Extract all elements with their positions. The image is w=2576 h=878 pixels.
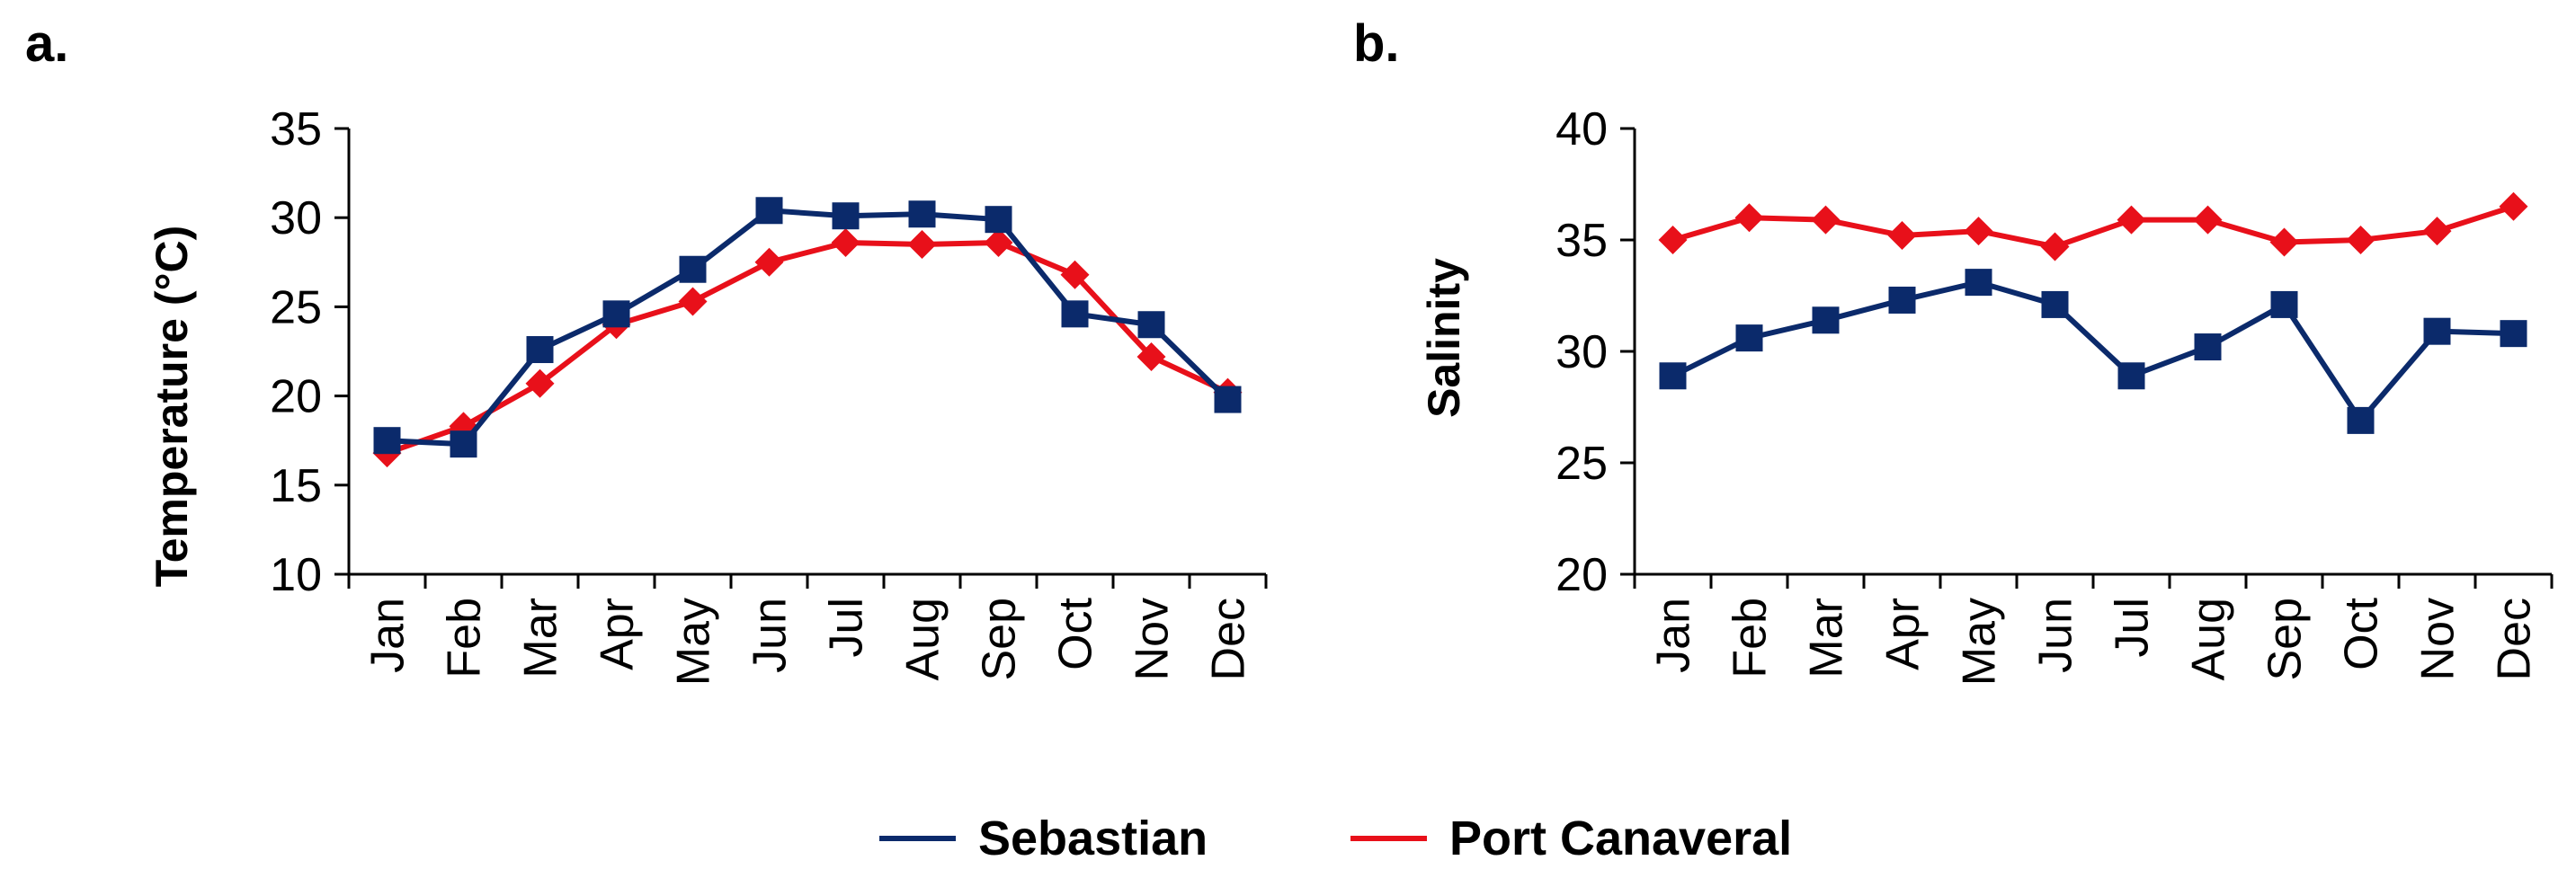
panel-b-point-sebastian-oct — [2347, 406, 2375, 434]
panel-a-x-tick-label-feb: Feb — [439, 598, 491, 678]
panel-b-x-tick-label-jun: Jun — [2030, 598, 2082, 673]
panel-b-point-port-canaveral-feb — [1734, 203, 1764, 233]
panel-b-point-port-canaveral-jun — [2040, 232, 2070, 262]
panel-a-point-sebastian-sep — [985, 206, 1012, 234]
panel-a-point-sebastian-nov — [1137, 311, 1165, 339]
panel-b-tick-labels: 20 25 30 35 40 Jan Feb Mar Apr May Jun Jul Aug Sep Oct… — [1555, 103, 2540, 686]
panel-a-x-tick-label-jan: Jan — [362, 598, 414, 673]
panel-a-x-tick-label-may: May — [668, 598, 720, 686]
panel-a-x-tick-label-oct: Oct — [1050, 597, 1102, 670]
panel-b-point-sebastian-dec — [2500, 320, 2527, 348]
panel-b-x-tick-label-mar: Mar — [1801, 598, 1853, 678]
panel-label-b: b. — [1353, 14, 1400, 73]
panel-a-point-sebastian-jan — [373, 427, 401, 455]
panel-a-point-port-canaveral-may — [678, 287, 708, 316]
panel-b-point-sebastian-mar — [1812, 306, 1840, 334]
panel-b-x-tick-label-feb: Feb — [1725, 598, 1777, 678]
panel-b-x-tick-label-oct: Oct — [2336, 597, 2388, 670]
panel-a-x-tick-label-jun: Jun — [744, 598, 797, 673]
panel-a-series-line-port-canaveral — [386, 239, 1229, 456]
panel-a-tick-labels: 10 15 20 25 30 35 Jan Feb Mar Apr May Jun Jul Aug Sep O… — [270, 103, 1254, 686]
panel-b-point-port-canaveral-may — [1964, 217, 1993, 246]
panel-a-point-sebastian-jul — [832, 202, 860, 230]
panel-b-series-line-sebastian — [1671, 279, 2514, 423]
panel-a-x-tick-label-sep: Sep — [974, 598, 1026, 681]
panel-a-x-tick-label-apr: Apr — [592, 598, 644, 670]
panel-a-point-port-canaveral-jul — [831, 227, 860, 257]
panel-a-axes — [334, 127, 1268, 589]
panel-a-y-tick-label-0: 10 — [270, 549, 322, 601]
legend: Sebastian Port Canaveral — [879, 811, 1792, 865]
panel-b-point-port-canaveral-jul — [2117, 205, 2146, 235]
panel-b-x-tick-label-apr: Apr — [1877, 598, 1930, 670]
panel-b-point-port-canaveral-sep — [2269, 227, 2299, 257]
panel-a-series — [372, 197, 1243, 468]
panel-b-axes — [1620, 127, 2554, 589]
panel-b-point-sebastian-jun — [2041, 290, 2069, 318]
panel-b-y-tick-label-1: 25 — [1555, 438, 1608, 490]
panel-b-y-tick-label-3: 35 — [1555, 215, 1608, 267]
panel-b-point-sebastian-feb — [1735, 324, 1763, 352]
panel-b-salinity: b. Salinity 20 25 30 35 40 Jan Feb Mar Apr May Jun… — [1353, 14, 2554, 686]
panel-b-x-tick-label-sep: Sep — [2260, 598, 2312, 681]
panel-b-x-tick-label-may: May — [1954, 598, 2006, 686]
panel-a-point-sebastian-may — [679, 255, 707, 283]
panel-b-x-tick-label-nov: Nov — [2412, 598, 2465, 680]
panel-a-point-port-canaveral-sep — [984, 227, 1013, 257]
panel-b-x-tick-label-jul: Jul — [2107, 598, 2159, 657]
panel-b-point-port-canaveral-aug — [2193, 205, 2223, 235]
panel-a-point-port-canaveral-jun — [754, 247, 784, 277]
panel-b-point-port-canaveral-apr — [1887, 221, 1917, 251]
y-axis-label-salinity: Salinity — [1419, 258, 1469, 418]
panel-b-x-tick-label-dec: Dec — [2489, 598, 2541, 680]
panel-a-point-sebastian-apr — [602, 300, 630, 328]
legend-label-sebastian: Sebastian — [978, 811, 1208, 865]
panel-a-x-tick-label-aug: Aug — [897, 598, 949, 681]
panel-a-point-sebastian-feb — [450, 430, 477, 458]
panel-label-a: a. — [25, 14, 68, 73]
panel-b-x-tick-label-jan: Jan — [1648, 598, 1700, 673]
panel-b-x-tick-label-aug: Aug — [2183, 598, 2235, 681]
legend-label-port-canaveral: Port Canaveral — [1449, 811, 1792, 865]
panel-b-point-sebastian-jul — [2117, 362, 2145, 390]
panel-a-point-sebastian-aug — [908, 200, 936, 228]
panel-b-point-port-canaveral-nov — [2422, 217, 2452, 246]
panel-a-point-sebastian-mar — [526, 336, 554, 364]
panel-a-point-port-canaveral-oct — [1060, 260, 1090, 289]
panel-b-point-sebastian-jan — [1659, 362, 1687, 390]
panel-a-y-tick-label-1: 15 — [270, 460, 322, 512]
panel-b-point-sebastian-apr — [1888, 286, 1916, 314]
panel-b-y-tick-label-4: 40 — [1555, 103, 1608, 155]
panel-a-point-sebastian-jun — [755, 197, 783, 225]
panel-a-point-port-canaveral-mar — [525, 368, 555, 398]
panel-a-point-port-canaveral-nov — [1136, 341, 1166, 371]
panel-b-point-sebastian-aug — [2194, 333, 2222, 361]
panel-b-point-sebastian-may — [1965, 269, 1992, 297]
panel-b-point-sebastian-nov — [2423, 317, 2451, 345]
panel-a-y-tick-label-3: 25 — [270, 281, 322, 333]
panel-a-x-tick-label-dec: Dec — [1203, 598, 1255, 680]
panel-b-series-line-port-canaveral — [1671, 203, 2515, 250]
panel-b-point-port-canaveral-dec — [2499, 191, 2528, 221]
panel-a-y-tick-label-2: 20 — [270, 371, 322, 423]
panel-a-y-tick-label-5: 35 — [270, 103, 322, 155]
panel-a-y-tick-label-4: 30 — [270, 192, 322, 244]
panel-b-y-tick-label-2: 30 — [1555, 326, 1608, 378]
panel-b-series — [1658, 191, 2528, 434]
panel-b-point-sebastian-sep — [2270, 290, 2298, 318]
panel-b-point-port-canaveral-mar — [1811, 205, 1841, 235]
panel-a-x-tick-label-jul: Jul — [821, 598, 873, 657]
panel-b-point-port-canaveral-oct — [2346, 226, 2375, 254]
panel-b-y-tick-label-0: 20 — [1555, 549, 1608, 601]
panel-a-temperature: a. Temperature (°C) 10 15 20 25 30 35 Jan Feb Ma… — [25, 14, 1268, 686]
panel-a-x-tick-label-nov: Nov — [1127, 598, 1179, 680]
panel-a-x-tick-label-mar: Mar — [515, 598, 567, 678]
panel-a-series-line-sebastian — [387, 208, 1230, 448]
panel-a-point-sebastian-oct — [1061, 300, 1089, 328]
panel-b-point-port-canaveral-jan — [1658, 226, 1688, 254]
panel-a-point-port-canaveral-aug — [907, 229, 937, 259]
y-axis-label-temperature: Temperature (°C) — [147, 226, 197, 587]
panel-a-point-sebastian-dec — [1214, 386, 1242, 413]
